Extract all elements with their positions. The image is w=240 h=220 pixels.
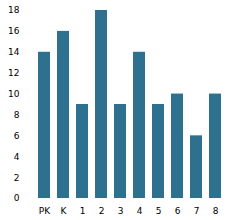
svg-text:PK: PK [39,206,51,216]
svg-text:0: 0 [14,193,20,203]
svg-text:2: 2 [14,172,20,182]
svg-text:12: 12 [8,68,19,78]
svg-text:8: 8 [14,110,20,120]
svg-text:1: 1 [80,206,86,216]
svg-text:14: 14 [8,47,20,57]
svg-text:K: K [61,206,68,216]
svg-text:2: 2 [99,206,105,216]
svg-text:16: 16 [8,26,20,36]
svg-text:4: 4 [137,206,143,216]
svg-text:6: 6 [14,131,20,141]
svg-text:6: 6 [175,206,181,216]
svg-text:5: 5 [156,206,162,216]
svg-text:10: 10 [8,89,20,99]
svg-text:8: 8 [213,206,219,216]
svg-text:18: 18 [8,5,20,15]
svg-text:3: 3 [118,206,124,216]
svg-text:4: 4 [14,152,20,162]
svg-text:7: 7 [194,206,200,216]
